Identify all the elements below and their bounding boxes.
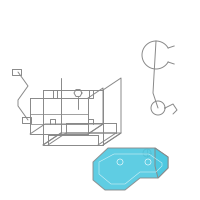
Polygon shape — [93, 148, 168, 190]
Polygon shape — [155, 148, 168, 178]
